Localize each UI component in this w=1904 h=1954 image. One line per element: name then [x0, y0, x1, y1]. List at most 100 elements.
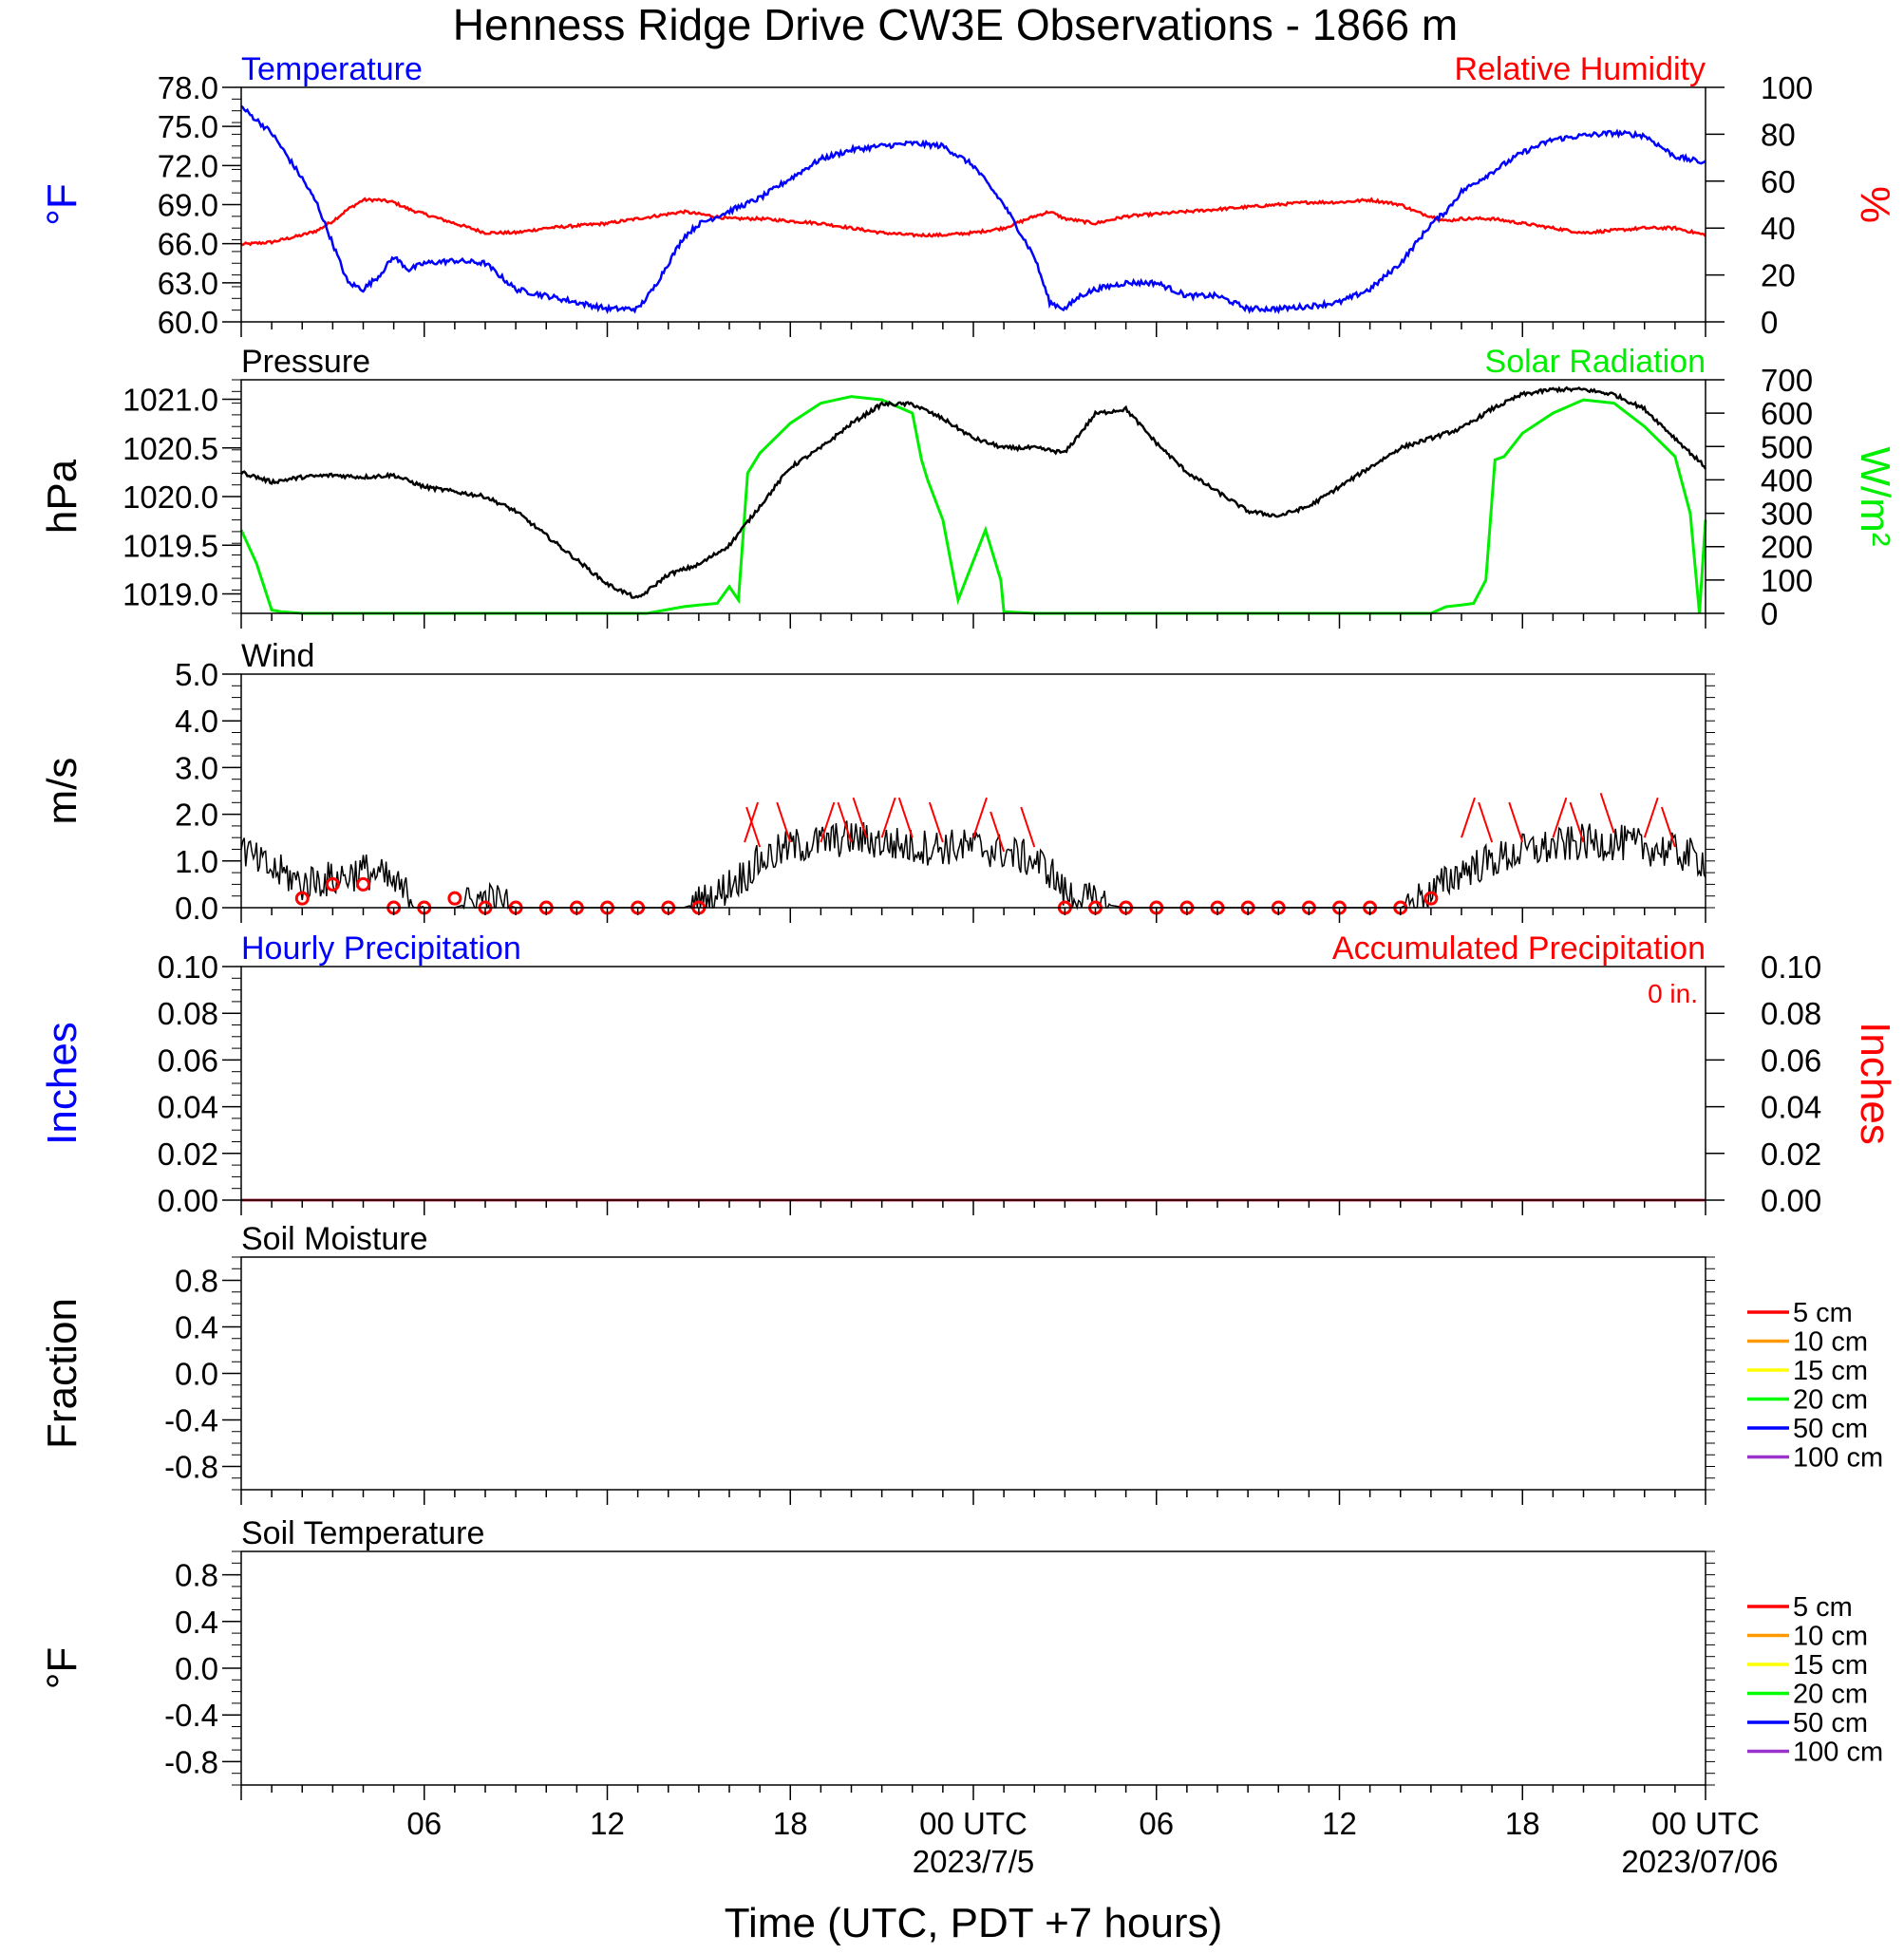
- legend-label: 100 cm: [1793, 1443, 1883, 1474]
- y-tick-label-left: 5.0: [175, 657, 218, 692]
- x-date-label: 2023/7/5: [913, 1844, 1034, 1879]
- y-tick-label-left: -0.4: [164, 1698, 218, 1733]
- y-tick-label-right: 20: [1761, 258, 1796, 293]
- y-tick-label-left: 72.0: [158, 148, 218, 183]
- wind-barb: [820, 801, 836, 843]
- wind-barb: [990, 811, 1006, 853]
- y-tick-label-left: 0.06: [158, 1043, 218, 1078]
- y-tick-label-right: 500: [1761, 429, 1813, 464]
- y-tick-label-left: 63.0: [158, 266, 218, 301]
- wind-barb: [852, 797, 868, 838]
- y-tick-label-left: 0.10: [158, 949, 218, 985]
- series-solar-radiation-line: [239, 395, 1707, 615]
- y-tick-label-left: 0.02: [158, 1137, 218, 1172]
- legend-label: 5 cm: [1793, 1592, 1853, 1623]
- y-tick-label-left: 1020.0: [123, 479, 218, 515]
- wind-barb: [1569, 801, 1585, 843]
- y-tick-label-right: 400: [1761, 462, 1813, 498]
- legend-label: 15 cm: [1793, 1650, 1868, 1681]
- panel-title-left: Temperature: [241, 51, 423, 87]
- y-tick-label-left: 0.4: [175, 1310, 218, 1345]
- wind-barb: [880, 797, 896, 838]
- x-tick-label: 00 UTC: [1651, 1806, 1760, 1841]
- wind-calm-marker: [447, 891, 462, 906]
- wind-barb: [1660, 806, 1676, 848]
- panel-1-temperature-humidity: Temperature Relative Humidity °F % 60.0 63.0 6…: [39, 51, 1898, 340]
- y-tick-label-right: 0.08: [1761, 996, 1821, 1031]
- panel-6-frame: [240, 1550, 1706, 1786]
- y-tick-label-left: 66.0: [158, 227, 218, 262]
- legend-label: 20 cm: [1793, 1680, 1868, 1710]
- y-tick-label-right: 60: [1761, 164, 1796, 199]
- y-tick-label-right: 40: [1761, 211, 1796, 246]
- wind-barb: [897, 797, 914, 838]
- legend-label: 20 cm: [1793, 1385, 1868, 1416]
- panel-2-ticks: [232, 379, 1706, 629]
- wind-barb: [1461, 797, 1476, 838]
- wind-barb: [928, 801, 944, 843]
- y-tick-label-left: 0.00: [158, 1183, 218, 1218]
- y-tick-label-left: 0.0: [175, 1651, 218, 1686]
- wind-barb: [1508, 801, 1524, 843]
- y-tick-label-right: 100: [1761, 70, 1813, 105]
- panel-title-right: Accumulated Precipitation: [1332, 930, 1706, 967]
- panel-5-soil-moisture: Soil Moisture Fraction -0.8 -0.4 0.0 0.4 0.8 5 …: [39, 1221, 1883, 1485]
- y-tick-label-left: 78.0: [158, 70, 218, 105]
- y-tick-label-left: -0.4: [164, 1403, 218, 1438]
- wind-calm-marker: [1423, 891, 1439, 906]
- figure-title: Henness Ridge Drive CW3E Observations - …: [453, 0, 1458, 49]
- y-tick-label-left: 69.0: [158, 188, 218, 223]
- x-date-label: 2023/07/06: [1621, 1844, 1778, 1879]
- y-tick-label-right: 0.10: [1761, 949, 1821, 985]
- panel-6-ticks: [232, 1550, 1715, 1800]
- panel-6-soil-temperature: Soil Temperature°F-0.8-0.40.00.40.85 cm1…: [39, 1515, 1883, 1779]
- series-temperature-line: [240, 104, 1706, 315]
- x-tick-label: 12: [1322, 1806, 1357, 1841]
- panel-5-frame: [240, 1256, 1706, 1491]
- wind-barb: [1599, 792, 1615, 834]
- wind-barb: [1020, 806, 1036, 848]
- y-tick-label-right: 200: [1761, 530, 1813, 565]
- panel-title-right: Relative Humidity: [1454, 51, 1706, 87]
- y-tick-label-left: 1020.5: [123, 431, 218, 466]
- panel-3-wind: Wind m/s 0.0 1.0 2.0 3.0 4.0 5.0: [39, 638, 1706, 926]
- x-tick-label: 18: [1505, 1806, 1540, 1841]
- y-tick-label-right: 0.06: [1761, 1043, 1821, 1078]
- y-axis-label-left: °F: [39, 1647, 85, 1689]
- y-tick-label-left: 3.0: [175, 750, 218, 785]
- wind-barb: [1478, 801, 1494, 843]
- panel-5-ticks: [232, 1256, 1715, 1505]
- x-tick-label: 06: [1139, 1806, 1174, 1841]
- panel-title-left: Hourly Precipitation: [241, 930, 521, 967]
- y-tick-label-left: 1019.0: [123, 577, 218, 612]
- panel-title-left: Soil Temperature: [241, 1515, 484, 1551]
- y-tick-label-right: 0.00: [1761, 1183, 1821, 1218]
- series-pressure-line: [240, 385, 1707, 599]
- x-tick-label: 12: [590, 1806, 625, 1841]
- x-tick-label: 18: [773, 1806, 808, 1841]
- y-tick-label-left: 1021.0: [123, 383, 218, 418]
- wind-calm-marker: [325, 876, 340, 892]
- y-axis-label-left: °F: [39, 183, 85, 225]
- y-tick-label-left: 60.0: [158, 305, 218, 340]
- panel-4-ticks: [232, 966, 1706, 1215]
- series-wind-speed-line: [240, 820, 1706, 911]
- y-tick-label-left: -0.8: [164, 1744, 218, 1779]
- x-tick-label: 00 UTC: [919, 1806, 1027, 1841]
- wind-barb: [1643, 797, 1659, 838]
- series-relative-humidity-line: [240, 197, 1706, 247]
- y-axis-label-right: %: [1852, 186, 1898, 223]
- y-tick-label-left: -0.8: [164, 1450, 218, 1485]
- y-axis-label-right: Inches: [1852, 1022, 1898, 1145]
- y-tick-label-right: 80: [1761, 117, 1796, 152]
- accumulated-total-annotation: 0 in.: [1648, 979, 1698, 1008]
- y-axis-label-left: Inches: [39, 1022, 85, 1145]
- y-tick-label-right: 0: [1761, 596, 1778, 631]
- wind-barb: [776, 801, 792, 843]
- panels-group: Temperature Relative Humidity °F % 60.0 63.0 6…: [39, 51, 1898, 1800]
- y-tick-label-left: 2.0: [175, 798, 218, 833]
- panel-4-frame: [240, 966, 1706, 1201]
